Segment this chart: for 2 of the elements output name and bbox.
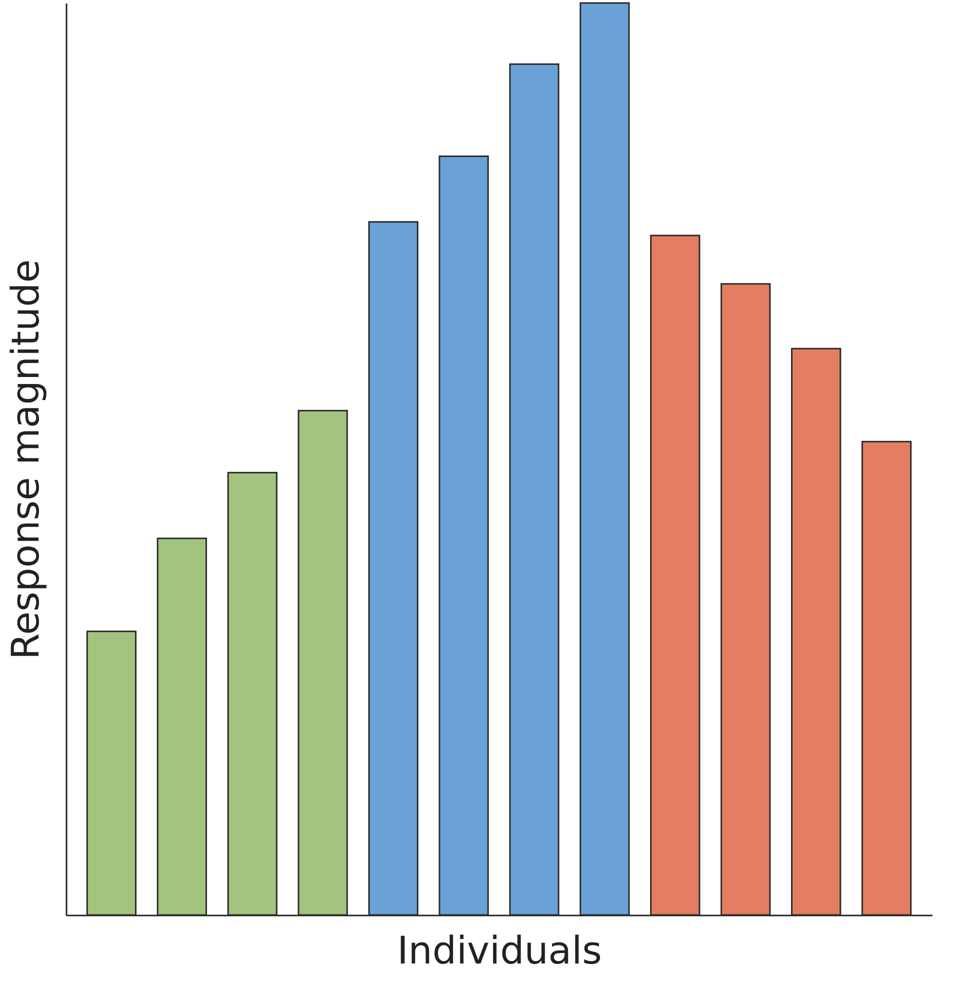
x-axis-title: Individuals bbox=[397, 928, 602, 972]
y-axis-title: Response magnitude bbox=[4, 259, 48, 660]
